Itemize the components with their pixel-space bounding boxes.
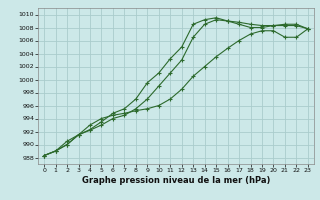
X-axis label: Graphe pression niveau de la mer (hPa): Graphe pression niveau de la mer (hPa)	[82, 176, 270, 185]
